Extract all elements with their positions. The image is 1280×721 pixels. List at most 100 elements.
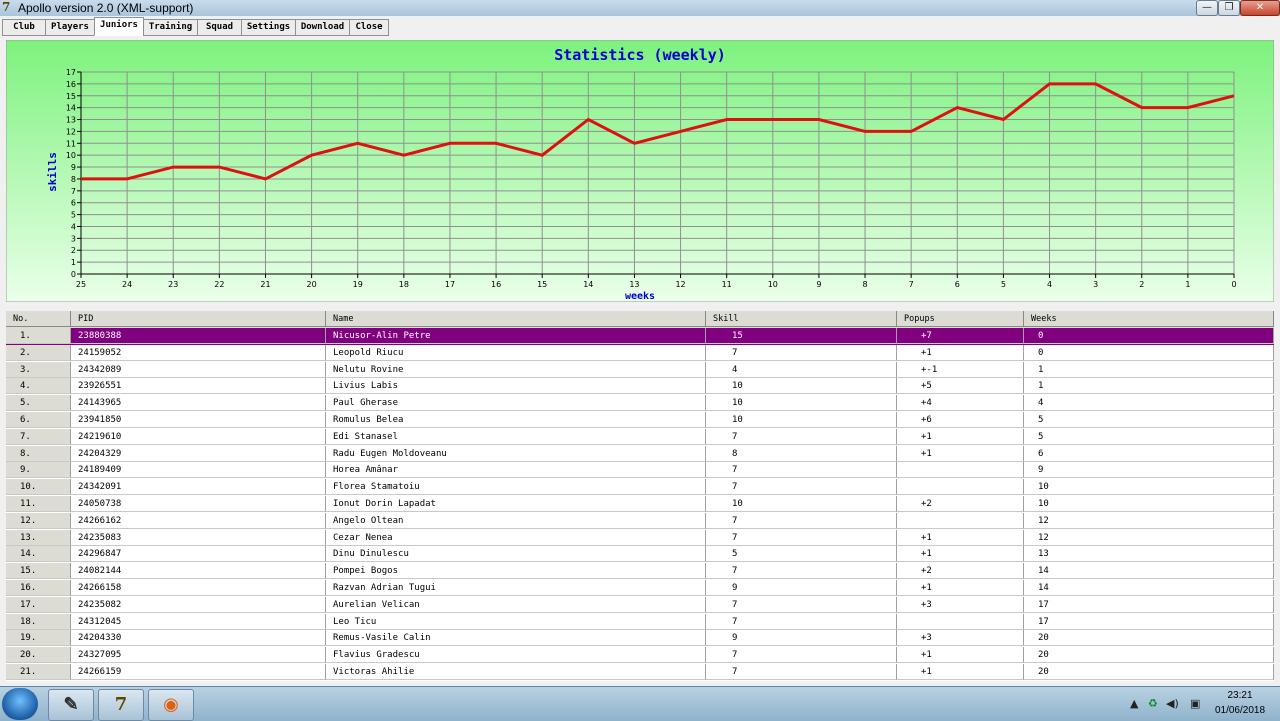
row-name: Ionut Dorin Lapadat: [326, 496, 706, 512]
row-name: Romulus Belea: [326, 412, 706, 428]
table-row[interactable]: 1. 23880388 Nicusor-Alin Petre 15 +7 0: [6, 328, 1274, 345]
row-skill: 7: [706, 563, 897, 580]
apollo-app-icon[interactable]: 7: [98, 689, 144, 721]
x-tick-label: 25: [76, 280, 86, 289]
row-pid: 23941850: [71, 412, 326, 428]
tab-juniors[interactable]: Juniors: [94, 17, 144, 36]
table-row[interactable]: 20. 24327095 Flavius Gradescu 7 +1 20: [6, 647, 1274, 665]
table-row[interactable]: 17. 24235082 Aurelian Velican 7 +3 17: [6, 596, 1274, 614]
row-number: 8.: [6, 445, 71, 462]
y-tick-label: 14: [66, 104, 76, 113]
row-skill: 9: [706, 580, 897, 596]
row-number: 14.: [6, 546, 71, 563]
volume-icon[interactable]: ◀): [1166, 697, 1179, 710]
table-row[interactable]: 16. 24266158 Razvan Adrian Tugui 9 +1 14: [6, 580, 1274, 597]
row-weeks: 20: [1024, 647, 1274, 664]
tab-club[interactable]: Club: [2, 19, 46, 36]
column-header-popups[interactable]: Popups: [897, 311, 1024, 327]
maximize-button[interactable]: ❐: [1218, 0, 1240, 16]
row-weeks: 14: [1024, 563, 1274, 580]
x-tick-label: 10: [768, 280, 778, 289]
clock-time[interactable]: 23:21: [1227, 690, 1253, 701]
close-window-button[interactable]: ✕: [1240, 0, 1280, 16]
column-header-skill[interactable]: Skill: [706, 311, 897, 327]
firefox-icon[interactable]: ◉: [148, 689, 194, 721]
clock-date[interactable]: 01/06/2018: [1214, 705, 1266, 716]
table-row[interactable]: 5. 24143965 Paul Gherase 10 +4 4: [6, 395, 1274, 413]
taskbar: ✎ 7 ◉ ▲ ♻ ◀) ▣ 23:21 01/06/2018: [0, 686, 1280, 721]
table-row[interactable]: 4. 23926551 Livius Labis 10 +5 1: [6, 378, 1274, 396]
row-name: Horea Amânar: [326, 462, 706, 479]
column-header-name[interactable]: Name: [326, 311, 706, 327]
start-button[interactable]: [2, 688, 38, 720]
row-name: Edi Stanasel: [326, 428, 706, 445]
row-weeks: 0: [1024, 344, 1274, 361]
x-tick-label: 14: [583, 280, 593, 289]
column-header-no[interactable]: No.: [6, 311, 71, 327]
row-number: 5.: [6, 395, 71, 412]
row-pid: 24219610: [71, 428, 326, 445]
table-row[interactable]: 11. 24050738 Ionut Dorin Lapadat 10 +2 10: [6, 496, 1274, 513]
table-row[interactable]: 9. 24189409 Horea Amânar 7 9: [6, 462, 1274, 480]
x-tick-label: 7: [909, 280, 914, 289]
row-pid: 24266159: [71, 664, 326, 680]
row-skill: 7: [706, 512, 897, 529]
y-tick-label: 17: [66, 68, 76, 77]
table-row[interactable]: 10. 24342091 Florea Stamatoiu 7 10: [6, 479, 1274, 497]
table-row[interactable]: 8. 24204329 Radu Eugen Moldoveanu 8 +1 6: [6, 445, 1274, 463]
table-row[interactable]: 3. 24342089 Nelutu Rovine 4 +-1 1: [6, 361, 1274, 379]
row-skill: 9: [706, 630, 897, 647]
table-row[interactable]: 15. 24082144 Pompei Bogos 7 +2 14: [6, 563, 1274, 581]
row-name: Florea Stamatoiu: [326, 479, 706, 496]
row-weeks: 0: [1024, 328, 1274, 344]
row-name: Angelo Oltean: [326, 512, 706, 529]
table-row[interactable]: 21. 24266159 Victoras Ahilie 7 +1 20: [6, 664, 1274, 681]
row-popups: +6: [897, 412, 1024, 428]
row-number: 6.: [6, 412, 71, 428]
show-hidden-icons-icon[interactable]: ▲: [1130, 697, 1139, 710]
y-tick-label: 0: [71, 270, 76, 279]
display-icon[interactable]: ▣: [1190, 697, 1201, 710]
tab-training[interactable]: Training: [143, 19, 198, 36]
row-skill: 7: [706, 613, 897, 630]
network-icon[interactable]: ♻: [1148, 697, 1158, 710]
x-tick-label: 23: [168, 280, 178, 289]
table-row[interactable]: 13. 24235083 Cezar Nenea 7 +1 12: [6, 529, 1274, 547]
x-tick-label: 19: [353, 280, 363, 289]
table-row[interactable]: 7. 24219610 Edi Stanasel 7 +1 5: [6, 428, 1274, 446]
row-number: 21.: [6, 664, 71, 680]
column-header-weeks[interactable]: Weeks: [1024, 311, 1274, 327]
row-number: 17.: [6, 596, 71, 613]
tab-settings[interactable]: Settings: [241, 19, 296, 36]
row-skill: 7: [706, 596, 897, 613]
row-pid: 24312045: [71, 613, 326, 630]
column-header-pid[interactable]: PID: [71, 311, 326, 327]
table-row[interactable]: 18. 24312045 Leo Ticu 7 17: [6, 613, 1274, 631]
table-row[interactable]: 19. 24204330 Remus-Vasile Calin 9 +3 20: [6, 630, 1274, 648]
row-pid: 23926551: [71, 378, 326, 395]
row-name: Leopold Riucu: [326, 344, 706, 361]
tab-players[interactable]: Players: [45, 19, 95, 36]
x-tick-label: 8: [862, 280, 867, 289]
row-weeks: 17: [1024, 596, 1274, 613]
tab-close[interactable]: Close: [349, 19, 389, 36]
table-row[interactable]: 6. 23941850 Romulus Belea 10 +6 5: [6, 412, 1274, 429]
pencil-app-icon[interactable]: ✎: [48, 689, 94, 721]
table-row[interactable]: 14. 24296847 Dinu Dinulescu 5 +1 13: [6, 546, 1274, 564]
x-tick-label: 12: [675, 280, 685, 289]
row-skill: 15: [706, 328, 897, 344]
row-skill: 10: [706, 496, 897, 512]
tab-download[interactable]: Download: [295, 19, 350, 36]
row-name: Pompei Bogos: [326, 563, 706, 580]
x-tick-label: 15: [537, 280, 547, 289]
table-row[interactable]: 12. 24266162 Angelo Oltean 7 12: [6, 512, 1274, 530]
y-tick-label: 2: [71, 246, 76, 255]
y-tick-label: 3: [71, 234, 76, 243]
row-number: 2.: [6, 344, 71, 361]
row-popups: [897, 613, 1024, 630]
row-pid: 24050738: [71, 496, 326, 512]
row-weeks: 12: [1024, 512, 1274, 529]
tab-squad[interactable]: Squad: [197, 19, 242, 36]
table-row[interactable]: 2. 24159052 Leopold Riucu 7 +1 0: [6, 344, 1274, 362]
minimize-button[interactable]: —: [1196, 0, 1218, 16]
